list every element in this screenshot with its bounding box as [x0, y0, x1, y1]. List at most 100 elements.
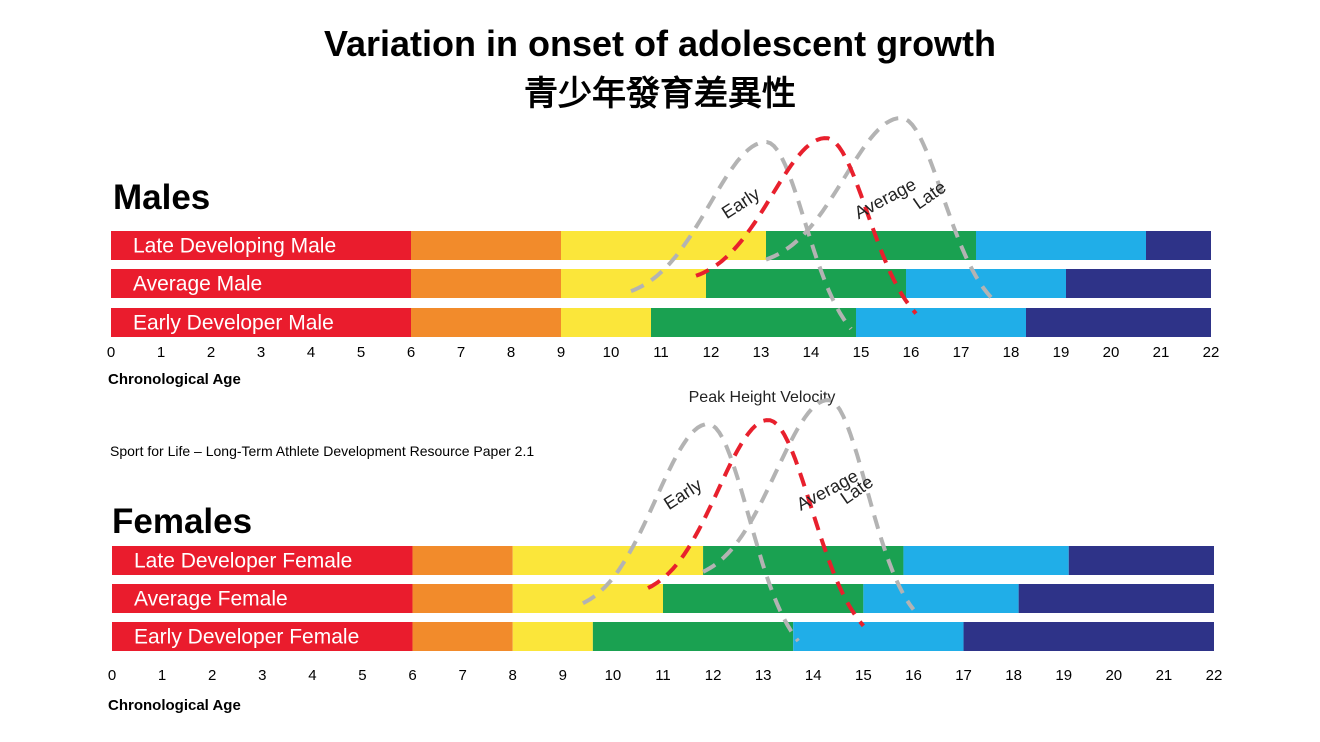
males-x-tick-label: 15: [853, 344, 870, 361]
females-x-tick-label: 6: [408, 667, 416, 684]
females-x-tick-label: 19: [1055, 667, 1072, 684]
males-x-tick-label: 6: [407, 344, 415, 361]
chart-title: Variation in onset of adolescent growth: [324, 23, 996, 64]
males-x-tick-label: 7: [457, 344, 465, 361]
males-bar-segment: [561, 231, 766, 260]
females-x-tick-label: 11: [655, 667, 671, 684]
males-bar-segment: [1146, 231, 1211, 260]
males-x-tick-label: 18: [1003, 344, 1020, 361]
females-x-tick-label: 22: [1206, 667, 1223, 684]
females-x-tick-label: 12: [705, 667, 722, 684]
males-curve-label-late: Late: [909, 177, 949, 213]
females-row-label: Early Developer Female: [134, 626, 359, 649]
males-x-tick-label: 22: [1203, 344, 1220, 361]
males-phv-curve-average: [695, 136, 918, 315]
males-row-label: Late Developing Male: [133, 235, 336, 258]
females-phv-curve-average: [647, 418, 865, 628]
males-x-tick-label: 16: [903, 344, 920, 361]
males-x-tick-label: 17: [953, 344, 970, 361]
males-bar-segment: [561, 308, 651, 337]
males-x-tick-label: 21: [1153, 344, 1170, 361]
females-x-tick-label: 15: [855, 667, 872, 684]
females-x-tick-label: 13: [755, 667, 772, 684]
females-panel: Females Chronological Age Late Developer…: [108, 398, 1223, 714]
males-bar-segment: [766, 231, 976, 260]
males-bar-segment: [976, 231, 1146, 260]
females-bar-segment: [412, 622, 513, 651]
males-bar-segment: [411, 269, 561, 298]
source-citation: Sport for Life – Long-Term Athlete Devel…: [110, 443, 534, 459]
females-bar-segment: [112, 546, 413, 575]
females-bar-segment: [793, 622, 964, 651]
females-x-tick-label: 17: [955, 667, 972, 684]
females-x-tick-label: 9: [559, 667, 567, 684]
males-x-tick-label: 13: [753, 344, 770, 361]
males-x-tick-label: 11: [653, 344, 669, 361]
females-x-tick-label: 5: [358, 667, 366, 684]
males-bar-segment: [411, 308, 561, 337]
males-bar-segment: [561, 269, 706, 298]
females-curve-label-early: Early: [660, 475, 705, 514]
males-curve-label-average: Average: [851, 174, 919, 223]
females-bar-segment: [512, 546, 704, 575]
females-bar-segment: [412, 546, 513, 575]
males-bar-segment: [1066, 269, 1211, 298]
males-x-tick-label: 3: [257, 344, 265, 361]
females-x-tick-label: 7: [458, 667, 466, 684]
males-curve-label-early: Early: [718, 184, 763, 223]
females-bar-segment: [112, 622, 413, 651]
males-bar-segment: [111, 269, 411, 298]
females-bar-segment: [963, 622, 1214, 651]
males-bar-segment: [411, 231, 561, 260]
females-panel-title: Females: [112, 502, 252, 541]
females-x-tick-label: 16: [905, 667, 922, 684]
males-x-tick-label: 2: [207, 344, 215, 361]
females-bar-segment: [512, 622, 593, 651]
females-x-tick-label: 2: [208, 667, 216, 684]
females-bar-segment: [1018, 584, 1214, 613]
males-x-tick-label: 8: [507, 344, 515, 361]
males-x-tick-label: 1: [157, 344, 165, 361]
females-x-tick-label: 0: [108, 667, 116, 684]
males-row-label: Average Male: [133, 273, 262, 296]
females-bar-segment: [863, 584, 1019, 613]
females-bar-segment: [1068, 546, 1214, 575]
females-row-label: Late Developer Female: [134, 550, 352, 573]
males-x-tick-label: 5: [357, 344, 365, 361]
females-bar-segment: [663, 584, 864, 613]
males-x-axis-label: Chronological Age: [108, 371, 241, 388]
females-x-tick-label: 18: [1005, 667, 1022, 684]
females-phv-curve-early: [581, 421, 800, 643]
females-bar-segment: [703, 546, 904, 575]
males-panel-title: Males: [113, 178, 210, 217]
chart-title-zh: 青少年發育差異性: [524, 74, 796, 114]
males-bar-segment: [651, 308, 856, 337]
females-row-label: Average Female: [134, 588, 288, 611]
females-x-tick-label: 20: [1105, 667, 1122, 684]
males-x-tick-label: 0: [107, 344, 115, 361]
females-bar-segment: [412, 584, 513, 613]
females-x-axis-label: Chronological Age: [108, 697, 241, 714]
males-bar-segment: [706, 269, 906, 298]
males-bar-segment: [111, 231, 411, 260]
males-x-tick-label: 12: [703, 344, 720, 361]
females-x-tick-label: 14: [805, 667, 822, 684]
males-x-tick-label: 19: [1053, 344, 1070, 361]
males-bar-segment: [111, 308, 411, 337]
males-row-label: Early Developer Male: [133, 312, 334, 335]
peak-height-velocity-label: Peak Height Velocity: [689, 389, 836, 406]
males-phv-curve-early: [630, 139, 853, 331]
females-x-tick-label: 1: [158, 667, 166, 684]
males-panel: Males Chronological Age Late Developing …: [107, 115, 1220, 388]
females-bar-segment: [112, 584, 413, 613]
females-bar-segment: [903, 546, 1069, 575]
females-x-tick-label: 3: [258, 667, 266, 684]
males-phv-curve-late: [765, 115, 993, 299]
females-bar-segment: [592, 622, 794, 651]
males-x-tick-label: 9: [557, 344, 565, 361]
females-x-tick-label: 10: [605, 667, 622, 684]
males-bar-segment: [1026, 308, 1211, 337]
males-bar-segment: [856, 308, 1026, 337]
males-x-tick-label: 14: [803, 344, 820, 361]
